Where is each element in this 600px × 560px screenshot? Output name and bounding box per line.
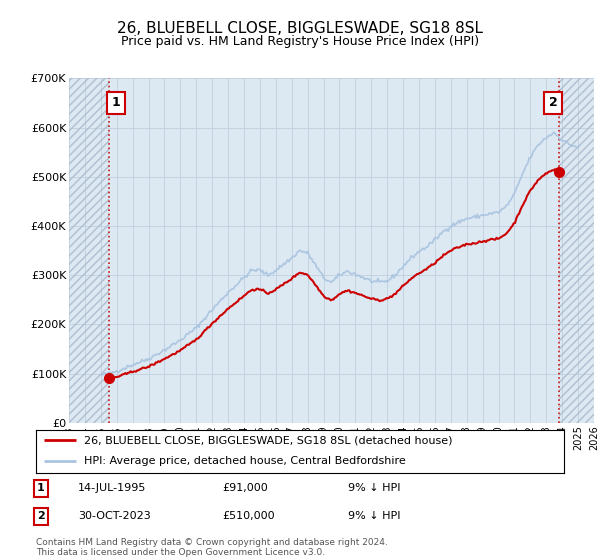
Bar: [559, 78, 594, 423]
Text: 26, BLUEBELL CLOSE, BIGGLESWADE, SG18 8SL (detached house): 26, BLUEBELL CLOSE, BIGGLESWADE, SG18 8S…: [83, 436, 452, 445]
Text: 14-JUL-1995: 14-JUL-1995: [78, 483, 146, 493]
Text: 2: 2: [549, 96, 557, 110]
Text: HPI: Average price, detached house, Central Bedfordshire: HPI: Average price, detached house, Cent…: [83, 456, 405, 466]
Bar: [69, 78, 109, 423]
Text: 26, BLUEBELL CLOSE, BIGGLESWADE, SG18 8SL: 26, BLUEBELL CLOSE, BIGGLESWADE, SG18 8S…: [117, 21, 483, 36]
Text: £91,000: £91,000: [222, 483, 268, 493]
Text: 9% ↓ HPI: 9% ↓ HPI: [348, 511, 401, 521]
Text: 9% ↓ HPI: 9% ↓ HPI: [348, 483, 401, 493]
Text: 30-OCT-2023: 30-OCT-2023: [78, 511, 151, 521]
Text: Contains HM Land Registry data © Crown copyright and database right 2024.
This d: Contains HM Land Registry data © Crown c…: [36, 538, 388, 557]
Text: 1: 1: [37, 483, 44, 493]
Text: 2: 2: [37, 511, 44, 521]
Text: 1: 1: [112, 96, 120, 110]
Text: Price paid vs. HM Land Registry's House Price Index (HPI): Price paid vs. HM Land Registry's House …: [121, 35, 479, 48]
Text: £510,000: £510,000: [222, 511, 275, 521]
